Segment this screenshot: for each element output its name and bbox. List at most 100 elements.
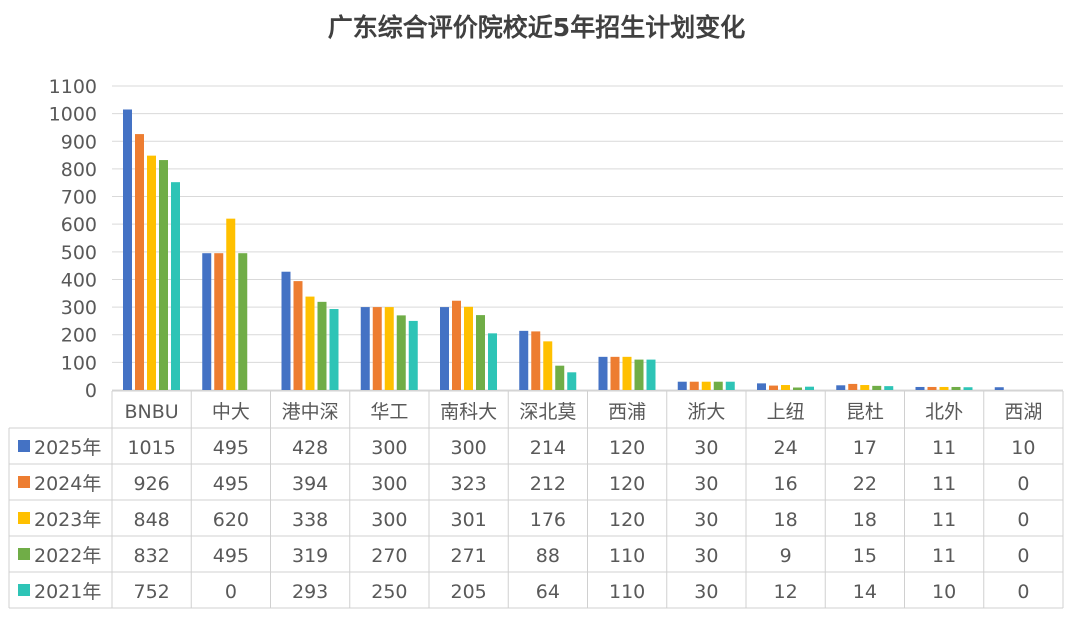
data-label: 301 bbox=[450, 509, 486, 531]
bar-2025年-深北莫 bbox=[519, 330, 529, 390]
bar-2022年-南科大 bbox=[476, 315, 485, 390]
data-label: 11 bbox=[932, 437, 956, 459]
data-label: 88 bbox=[536, 545, 560, 567]
data-label: 212 bbox=[530, 473, 566, 495]
category-label: 华工 bbox=[370, 401, 408, 423]
y-tick-label: 700 bbox=[61, 187, 97, 209]
bar-2021年-华工 bbox=[408, 320, 418, 390]
data-label: 300 bbox=[371, 473, 407, 495]
data-label: 293 bbox=[292, 581, 328, 603]
bar-2025年-中大 bbox=[202, 253, 212, 390]
data-label: 11 bbox=[932, 473, 956, 495]
data-label: 270 bbox=[371, 545, 407, 567]
legend-label: 2025年 bbox=[34, 437, 101, 459]
bar-2025年-华工 bbox=[360, 307, 370, 390]
category-label: 港中深 bbox=[282, 401, 339, 423]
bar-2024年-北外 bbox=[927, 386, 937, 390]
bar-2024年-华工 bbox=[372, 307, 382, 390]
data-label: 11 bbox=[932, 545, 956, 567]
data-label: 30 bbox=[694, 437, 718, 459]
bar-2021年-浙大 bbox=[725, 381, 735, 390]
legend-label: 2021年 bbox=[34, 581, 101, 603]
legend-swatch bbox=[18, 512, 30, 524]
bar-2022年-中大 bbox=[238, 253, 248, 390]
data-label: 24 bbox=[774, 437, 798, 459]
bar-2024年-中大 bbox=[214, 253, 224, 390]
bar-2023年-BNBU bbox=[147, 155, 156, 390]
legend-swatch bbox=[18, 476, 30, 488]
data-label: 16 bbox=[774, 473, 798, 495]
data-label: 11 bbox=[932, 509, 956, 531]
y-tick-label: 1100 bbox=[49, 76, 97, 98]
bar-2023年-西浦 bbox=[622, 356, 632, 390]
data-label: 120 bbox=[609, 437, 645, 459]
data-label: 0 bbox=[1017, 581, 1029, 603]
bar-2022年-昆杜 bbox=[872, 385, 882, 390]
data-label: 18 bbox=[853, 509, 877, 531]
bar-2023年-华工 bbox=[384, 307, 394, 390]
bar-2021年-港中深 bbox=[329, 309, 339, 390]
data-label: 1015 bbox=[127, 437, 175, 459]
bar-2024年-深北莫 bbox=[531, 331, 541, 390]
data-label: 271 bbox=[450, 545, 486, 567]
bar-2025年-BNBU bbox=[123, 109, 132, 390]
data-label: 752 bbox=[133, 581, 169, 603]
category-label: 南科大 bbox=[440, 401, 497, 423]
bar-2024年-浙大 bbox=[689, 381, 699, 390]
bar-2024年-西浦 bbox=[610, 356, 620, 390]
data-label: 338 bbox=[292, 509, 328, 531]
data-label: 110 bbox=[609, 545, 645, 567]
data-label: 0 bbox=[1017, 509, 1029, 531]
data-label: 17 bbox=[853, 437, 877, 459]
data-label: 428 bbox=[292, 437, 328, 459]
data-label: 300 bbox=[450, 437, 486, 459]
bar-2022年-港中深 bbox=[317, 301, 327, 390]
bar-2022年-深北莫 bbox=[555, 365, 565, 390]
data-label: 10 bbox=[1011, 437, 1035, 459]
data-label: 9 bbox=[780, 545, 792, 567]
data-label: 120 bbox=[609, 473, 645, 495]
category-label: 西浦 bbox=[608, 401, 646, 423]
data-label: 0 bbox=[1017, 473, 1029, 495]
bar-2025年-浙大 bbox=[677, 381, 687, 390]
y-tick-label: 200 bbox=[61, 325, 97, 347]
data-label: 205 bbox=[450, 581, 486, 603]
data-label: 926 bbox=[133, 473, 169, 495]
category-label: BNBU bbox=[125, 401, 179, 423]
data-label: 14 bbox=[853, 581, 877, 603]
legend-swatch bbox=[18, 440, 30, 452]
y-tick-label: 800 bbox=[61, 159, 97, 181]
bar-2025年-昆杜 bbox=[836, 385, 846, 390]
bar-2024年-BNBU bbox=[135, 134, 144, 390]
bar-2022年-上纽 bbox=[793, 387, 802, 390]
data-label: 64 bbox=[536, 581, 560, 603]
bar-2021年-上纽 bbox=[805, 386, 814, 390]
data-label: 319 bbox=[292, 545, 328, 567]
y-tick-label: 900 bbox=[61, 131, 97, 153]
bar-2022年-BNBU bbox=[159, 160, 168, 390]
bar-2025年-南科大 bbox=[440, 307, 449, 390]
bar-2023年-浙大 bbox=[701, 381, 711, 390]
category-label: 北外 bbox=[925, 401, 963, 423]
bar-2024年-上纽 bbox=[769, 385, 778, 390]
data-label: 30 bbox=[694, 545, 718, 567]
data-label: 300 bbox=[371, 437, 407, 459]
data-label: 0 bbox=[1017, 545, 1029, 567]
y-tick-label: 0 bbox=[85, 380, 97, 402]
y-tick-label: 100 bbox=[61, 352, 97, 374]
bar-2023年-昆杜 bbox=[860, 385, 870, 390]
y-tick-label: 300 bbox=[61, 297, 97, 319]
bar-2023年-南科大 bbox=[464, 306, 473, 390]
data-label: 10 bbox=[932, 581, 956, 603]
bar-2023年-北外 bbox=[939, 386, 949, 390]
bar-2023年-上纽 bbox=[781, 385, 790, 390]
legend-swatch bbox=[18, 548, 30, 560]
bar-2021年-北外 bbox=[963, 387, 973, 390]
bar-2022年-华工 bbox=[396, 315, 406, 390]
bar-2022年-北外 bbox=[951, 386, 961, 390]
category-label: 深北莫 bbox=[519, 401, 576, 423]
data-label: 495 bbox=[213, 437, 249, 459]
data-label: 394 bbox=[292, 473, 328, 495]
bar-2025年-北外 bbox=[915, 386, 925, 390]
